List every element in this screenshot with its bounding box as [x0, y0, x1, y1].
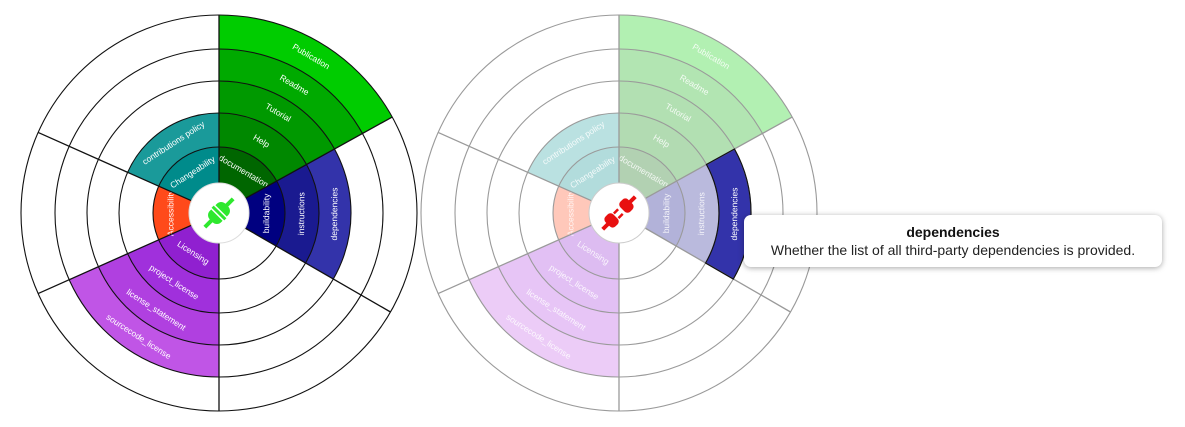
segment-accessibility[interactable]	[553, 186, 592, 240]
segment-help[interactable]	[219, 113, 307, 182]
segment-license_statement[interactable]	[98, 253, 219, 345]
segment-tutorial[interactable]	[219, 81, 335, 165]
plug-disconnected-icon	[601, 195, 637, 231]
sector-divider	[37, 224, 192, 295]
segment-readme[interactable]	[619, 49, 763, 150]
sector-divider	[244, 116, 393, 200]
segment-dependencies[interactable]	[705, 149, 751, 279]
segment-buildability[interactable]	[244, 181, 285, 246]
segment-documentation[interactable]	[619, 147, 677, 199]
segment-instructions[interactable]	[276, 164, 319, 263]
segment-readme[interactable]	[219, 49, 363, 150]
segment-tutorial[interactable]	[619, 81, 735, 165]
assessment-wheel-right: documentationHelpTutorialReadmePublicati…	[420, 14, 818, 412]
segment-label-instructions: instructions	[296, 192, 306, 235]
segment-dependencies[interactable]	[305, 149, 352, 279]
segment-help[interactable]	[619, 113, 707, 182]
sector-divider	[244, 227, 391, 313]
sector-divider	[37, 131, 192, 202]
segment-buildability[interactable]	[644, 181, 686, 246]
tooltip-description: Whether the list of all third-party depe…	[770, 242, 1136, 258]
segment-contributions_policy[interactable]	[527, 113, 619, 187]
segment-contributions_policy[interactable]	[127, 113, 219, 187]
segment-label-dependencies: dependencies	[329, 187, 339, 240]
segment-publication[interactable]	[219, 15, 393, 134]
plug-connected-icon	[203, 197, 235, 229]
tooltip-title: dependencies	[906, 224, 1000, 240]
segment-project_license[interactable]	[127, 239, 219, 313]
segment-label-dependencies: dependencies	[729, 187, 739, 240]
segment-label-buildability: buildability	[661, 193, 671, 234]
segment-publication[interactable]	[619, 15, 793, 134]
segment-licensing[interactable]	[558, 225, 619, 279]
segment-license_statement[interactable]	[498, 253, 619, 345]
assessment-wheel-left: documentationHelpTutorialReadmePublicati…	[20, 14, 418, 412]
segment-changeability[interactable]	[558, 147, 619, 201]
segment-changeability[interactable]	[158, 147, 219, 201]
wheel-hub	[588, 182, 650, 244]
sector-divider	[437, 224, 592, 295]
sector-divider	[437, 131, 592, 202]
segment-label-accessibility: Accessibility	[165, 189, 175, 236]
segment-project_license[interactable]	[527, 239, 619, 313]
segment-label-accessibility: Accessibility	[565, 189, 575, 236]
segment-tooltip: dependencies Whether the list of all thi…	[744, 215, 1162, 267]
segment-label-instructions: instructions	[696, 192, 706, 235]
segment-accessibility[interactable]	[153, 186, 192, 240]
segment-instructions[interactable]	[676, 164, 719, 263]
segment-licensing[interactable]	[158, 225, 219, 279]
segment-highlight-outline	[704, 148, 752, 280]
segment-label-buildability: buildability	[261, 193, 271, 234]
segment-documentation[interactable]	[219, 147, 277, 199]
